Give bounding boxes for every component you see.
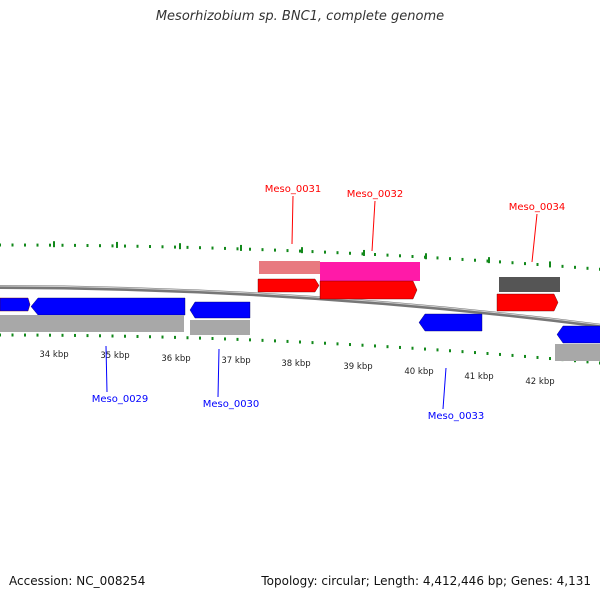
gene-labels: Meso_0031 Meso_0032 Meso_0034 Meso_0029 Meso… <box>92 184 566 422</box>
gene-label: Meso_0034 <box>509 202 566 213</box>
axis-tick-label: 36 kbp <box>161 354 190 364</box>
axis-tick-label: 40 kbp <box>404 367 433 377</box>
gene-label: Meso_0032 <box>347 189 404 200</box>
feature-band <box>259 261 320 274</box>
axis-tick-label: 41 kbp <box>464 372 493 382</box>
axis-tick-label: 34 kbp <box>39 350 68 360</box>
reverse-gene-arrow <box>418 313 483 332</box>
feature-band <box>320 262 420 281</box>
feature-tracks <box>0 261 600 361</box>
reverse-gene-arrow <box>556 325 600 344</box>
gene-label: Meso_0033 <box>428 411 485 422</box>
gene-label: Meso_0030 <box>203 399 260 410</box>
backbone-line <box>0 285 600 328</box>
feature-band <box>555 344 600 361</box>
forward-gene-arrow <box>319 280 418 300</box>
axis-tick-label: 35 kbp <box>100 351 129 361</box>
reverse-gene-arrow <box>0 297 31 312</box>
gene-label: Meso_0029 <box>92 394 149 405</box>
axis-labels: 34 kbp 35 kbp 36 kbp 37 kbp 38 kbp 39 kbp 40 k… <box>39 350 554 387</box>
forward-gene-arrow <box>257 278 320 293</box>
gene-label-leader <box>442 367 447 410</box>
feature-band <box>499 277 560 292</box>
gene-label-leader <box>291 195 294 245</box>
reverse-gene-arrow <box>30 297 186 316</box>
feature-band <box>190 320 250 335</box>
genome-title: Mesorhizobium sp. BNC1, complete genome <box>155 9 445 24</box>
backbone <box>0 285 600 328</box>
axis-tick-label: 38 kbp <box>281 359 310 369</box>
gene-label-leader <box>105 345 108 393</box>
gene-label: Meso_0031 <box>265 184 322 195</box>
reverse-gene-arrow <box>189 301 251 319</box>
axis-tick-label: 37 kbp <box>221 356 250 366</box>
axis-tick-label: 42 kbp <box>525 377 554 387</box>
axis-tick-label: 39 kbp <box>343 362 372 372</box>
gene-label-leader <box>371 200 376 252</box>
gene-label-leader <box>531 213 538 263</box>
forward-gene-arrow <box>496 293 559 312</box>
gene-label-leader <box>217 348 220 398</box>
feature-band <box>0 315 184 332</box>
genome-info-label: Topology: circular; Length: 4,412,446 bp… <box>261 574 591 588</box>
backbone-highlight <box>0 285 600 326</box>
accession-label: Accession: NC_008254 <box>9 574 146 588</box>
